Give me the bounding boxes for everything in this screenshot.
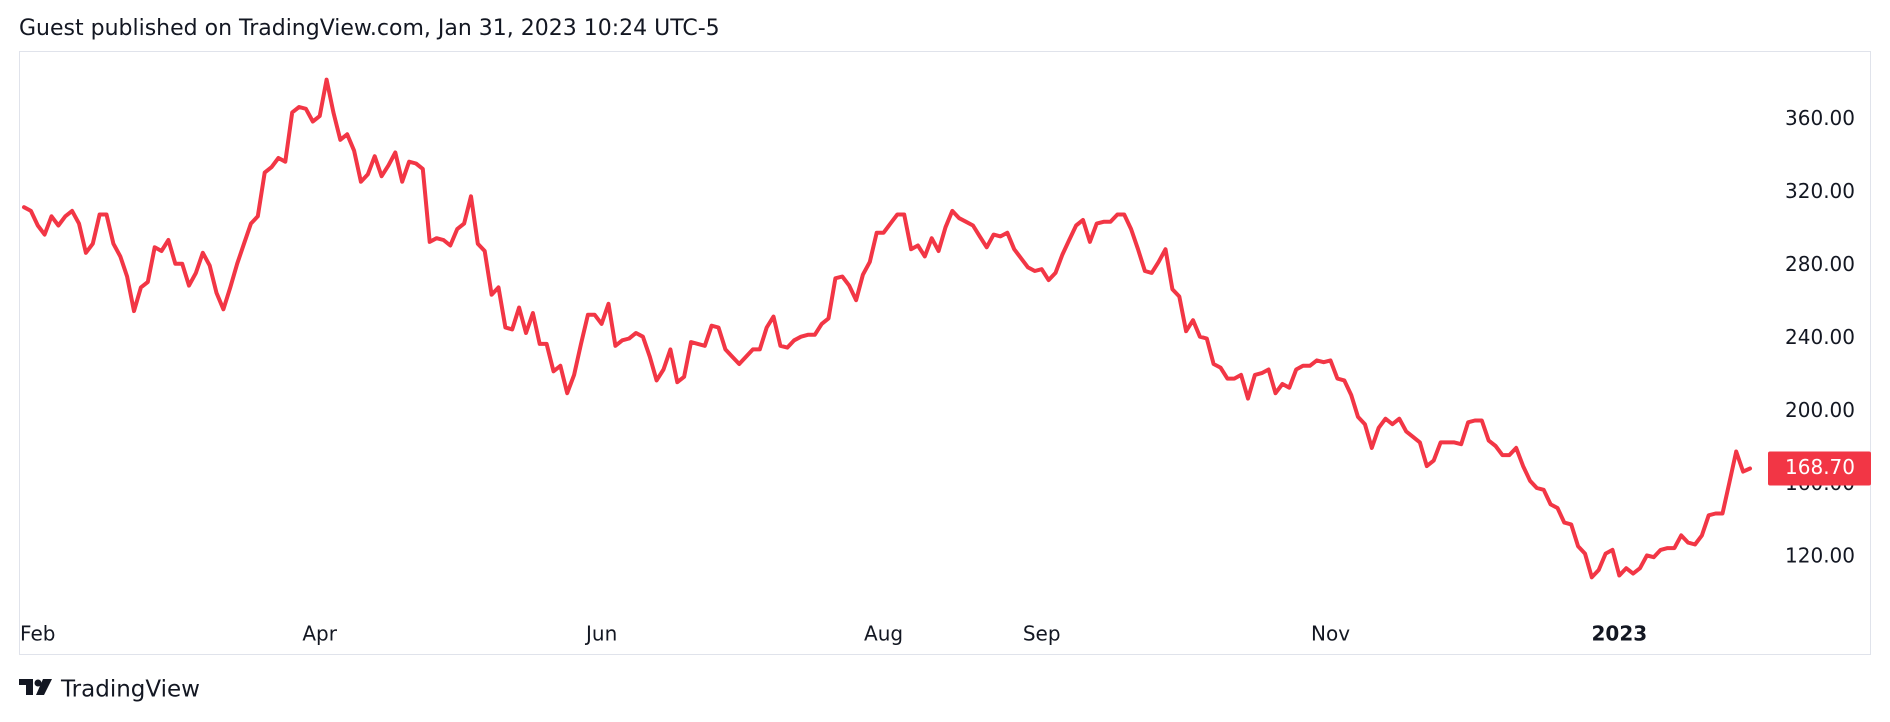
y-tick-label: 200.00 (1785, 398, 1855, 422)
x-tick-label: Nov (1311, 622, 1350, 646)
chart-frame (19, 51, 1871, 655)
price-line (22, 77, 1752, 580)
logo-dot (34, 679, 42, 687)
y-tick-label: 280.00 (1785, 252, 1855, 276)
logo (19, 679, 52, 695)
x-tick-label: Apr (302, 622, 337, 646)
x-tick-label: Sep (1023, 622, 1061, 646)
x-tick-label: Feb (20, 622, 55, 646)
x-tick-label: 2023 (1592, 622, 1648, 646)
logo-mark (36, 679, 52, 695)
y-tick-label: 240.00 (1785, 325, 1855, 349)
y-tick-label: 320.00 (1785, 179, 1855, 203)
x-tick-label: Aug (864, 622, 903, 646)
last-price-label: 168.70 (1785, 455, 1855, 479)
footer-brand: TradingView (60, 677, 200, 703)
y-tick-label: 120.00 (1785, 544, 1855, 568)
header-text: Guest published on TradingView.com, Jan … (19, 16, 720, 41)
x-tick-label: Jun (584, 622, 617, 646)
logo-mark (19, 679, 33, 695)
y-tick-label: 360.00 (1785, 106, 1855, 130)
last-price-badge (1768, 451, 1871, 486)
